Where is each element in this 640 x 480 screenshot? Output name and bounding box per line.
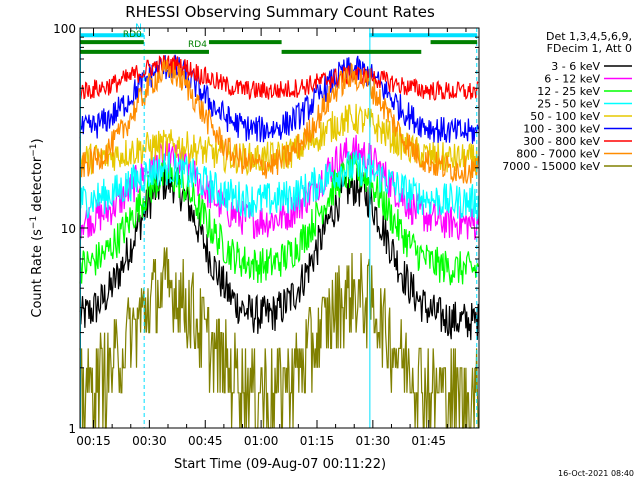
legend-label: 7000 - 15000 keV	[502, 160, 600, 173]
flag-label: RD0	[123, 30, 142, 40]
legend-header: FDecim 1, Att 0	[547, 42, 632, 55]
y-axis-label: Count Rate (s−1 detector−1)	[29, 138, 45, 317]
legend: Det 1,3,4,5,6,9,FDecim 1, Att 0 3 - 6 keV…	[502, 30, 632, 173]
series-line	[79, 103, 479, 177]
series-line	[79, 165, 479, 341]
legend-label: 12 - 25 keV	[537, 85, 600, 98]
x-tick-label: 01:00	[244, 434, 279, 448]
x-tick-label: 01:15	[300, 434, 335, 448]
legend-label: 50 - 100 keV	[530, 110, 600, 123]
series-line	[79, 150, 479, 219]
flag-label: RD4	[188, 40, 207, 50]
x-tick-label: 00:45	[188, 434, 223, 448]
series-line	[79, 59, 479, 184]
y-tick-label: 1	[68, 422, 76, 436]
series-line	[79, 247, 479, 429]
legend-label: 300 - 800 keV	[523, 135, 600, 148]
axes: 100 10 100:15 00:30 00:45 01:00 01:15 01:30 01:4…	[53, 22, 479, 448]
x-tick-label: 00:30	[132, 434, 167, 448]
legend-header: Det 1,3,4,5,6,9,	[546, 30, 632, 43]
series-line	[79, 152, 479, 286]
y-tick-label: 10	[61, 222, 76, 236]
chart-title: RHESSI Observing Summary Count Rates	[125, 3, 435, 21]
legend-label: 25 - 50 keV	[537, 98, 600, 111]
legend-label: 800 - 7000 keV	[516, 148, 600, 161]
legend-label: 6 - 12 keV	[544, 73, 600, 86]
series-line	[79, 55, 479, 101]
legend-label: 100 - 300 keV	[523, 123, 600, 136]
y-tick-label: 100	[53, 22, 76, 36]
legend-label: 3 - 6 keV	[551, 60, 600, 73]
x-tick-label: 01:45	[411, 434, 446, 448]
x-tick-label: 01:30	[356, 434, 391, 448]
timestamp: 16-Oct-2021 08:40	[558, 469, 634, 478]
x-tick-label: 00:15	[76, 434, 111, 448]
x-axis-label: Start Time (09-Aug-07 00:11:22)	[174, 457, 386, 472]
series-line	[79, 54, 479, 144]
